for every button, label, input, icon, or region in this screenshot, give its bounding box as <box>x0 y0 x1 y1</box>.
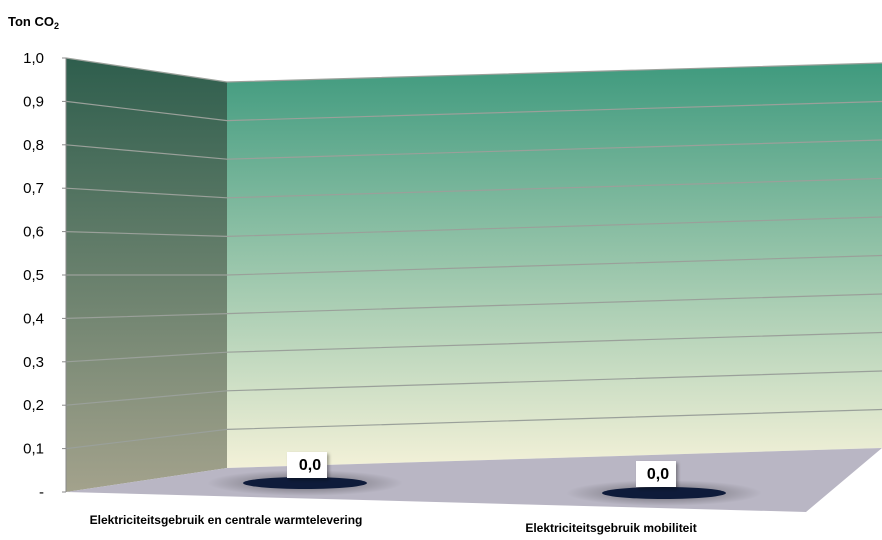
gridline <box>65 331 882 363</box>
y-tick-label: 0,1 <box>23 441 44 458</box>
bars: 0,0 0,0 <box>207 452 762 506</box>
gridline <box>65 370 882 406</box>
gridline <box>65 293 882 319</box>
y-tick-label: 1,0 <box>23 50 44 67</box>
y-tick-label: 0,3 <box>23 354 44 371</box>
gridline <box>65 57 882 83</box>
data-label: 0,0 <box>299 457 321 474</box>
y-tick-label: 0,2 <box>23 397 44 414</box>
y-axis-ticks: - 0,1 0,2 0,3 0,4 0,5 0,6 0,7 0,8 0,9 1,0 <box>23 50 66 501</box>
data-label-box <box>636 461 676 487</box>
gridline <box>65 216 882 238</box>
y-tick-label: 0,9 <box>23 93 44 110</box>
x-axis-labels: Elektriciteitsgebruik en centrale warmte… <box>90 513 697 535</box>
gridline <box>65 408 882 450</box>
gridline <box>65 177 882 199</box>
gridlines <box>65 57 882 450</box>
y-tick-label: - <box>39 484 44 501</box>
y-axis-title-main: Ton CO <box>8 14 54 29</box>
x-tick-label: Elektriciteitsgebruik mobiliteit <box>525 521 696 535</box>
y-tick-label: 0,4 <box>23 310 44 327</box>
gridline <box>66 254 882 276</box>
x-tick-label: Elektriciteitsgebruik en centrale warmte… <box>90 513 363 527</box>
y-tick-label: 0,5 <box>23 267 44 284</box>
y-tick-label: 0,6 <box>23 224 44 241</box>
y-tick-label: 0,7 <box>23 180 44 197</box>
data-label-box <box>287 452 327 478</box>
bar <box>602 487 726 499</box>
gridline <box>65 139 882 160</box>
y-axis-title: Ton CO2 <box>8 14 59 31</box>
y-tick-label: 0,8 <box>23 137 44 154</box>
gridline <box>65 100 882 122</box>
bar <box>243 477 367 489</box>
data-label: 0,0 <box>647 466 669 483</box>
y-axis-title-subscript: 2 <box>54 21 59 31</box>
